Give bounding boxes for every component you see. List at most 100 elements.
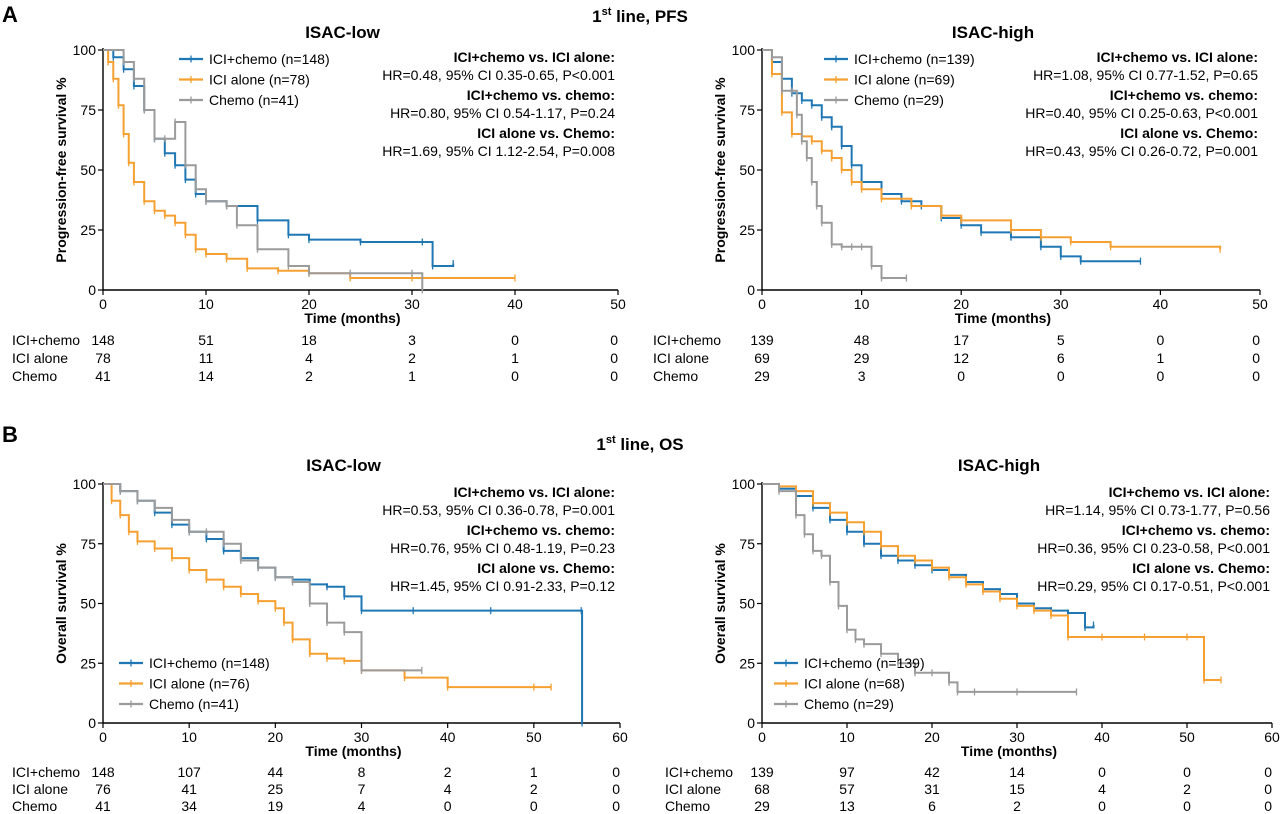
risk-count: 2	[530, 781, 538, 797]
risk-count: 14	[198, 368, 214, 384]
legend-label: ICI+chemo (n=148)	[149, 655, 270, 671]
hr-comparison-value: HR=0.40, 95% CI 0.25-0.63, P<0.001	[1025, 105, 1258, 121]
risk-count: 2	[444, 764, 452, 780]
x-tick-label: 20	[924, 729, 940, 745]
hr-comparison-label: ICI+chemo vs. ICI alone:	[1097, 49, 1258, 65]
risk-count: 0	[1183, 798, 1191, 814]
risk-count: 0	[612, 764, 620, 780]
x-axis-title: Time (months)	[304, 310, 400, 326]
legend-label: Chemo (n=41)	[209, 92, 299, 108]
risk-count: 25	[268, 781, 284, 797]
y-tick-label: 50	[739, 596, 755, 612]
y-tick-label: 0	[88, 715, 96, 731]
x-tick-label: 60	[1264, 729, 1280, 745]
y-tick-label: 50	[739, 162, 755, 178]
y-tick-label: 75	[80, 536, 96, 552]
x-tick-label: 50	[1179, 729, 1195, 745]
x-tick-label: 60	[612, 729, 628, 745]
hr-comparison-value: HR=0.36, 95% CI 0.23-0.58, P<0.001	[1037, 540, 1270, 556]
risk-count: 0	[610, 332, 618, 348]
hr-comparison-label: ICI alone vs. Chemo:	[477, 125, 615, 141]
risk-row-label: Chemo	[12, 798, 57, 814]
risk-row-label: ICI alone	[665, 781, 721, 797]
hr-comparison-label: ICI+chemo vs. chemo:	[1110, 87, 1258, 103]
hr-comparison-value: HR=0.76, 95% CI 0.48-1.19, P=0.23	[390, 540, 615, 556]
risk-count: 148	[91, 332, 115, 348]
x-tick-label: 0	[99, 729, 107, 745]
risk-count: 0	[1252, 350, 1260, 366]
y-tick-label: 0	[747, 715, 755, 731]
risk-count: 0	[957, 368, 965, 384]
risk-count: 11	[199, 350, 214, 366]
risk-count: 0	[1252, 332, 1260, 348]
y-tick-label: 0	[747, 282, 755, 298]
risk-count: 41	[95, 368, 111, 384]
risk-count: 0	[1098, 764, 1106, 780]
hr-comparison-label: ICI+chemo vs. ICI alone:	[454, 49, 615, 65]
y-axis-title: Progression-free survival %	[712, 77, 728, 263]
risk-count: 0	[530, 798, 538, 814]
panel-a-letter: A	[2, 2, 18, 27]
risk-count: 31	[924, 781, 940, 797]
legend-label: ICI+chemo (n=139)	[854, 51, 975, 67]
legend-label: Chemo (n=29)	[854, 92, 944, 108]
risk-count: 2	[408, 350, 416, 366]
chart-title: ISAC-high	[952, 23, 1034, 42]
risk-count: 4	[358, 798, 366, 814]
x-tick-label: 20	[301, 296, 317, 312]
risk-count: 148	[91, 764, 115, 780]
hr-comparison-label: ICI+chemo vs. ICI alone:	[1109, 484, 1270, 500]
km-curve-ici-chemo	[762, 49, 1141, 263]
y-tick-label: 100	[73, 42, 97, 58]
risk-count: 3	[858, 368, 866, 384]
x-tick-label: 10	[198, 296, 214, 312]
risk-count: 0	[1183, 764, 1191, 780]
y-axis-title: Overall survival %	[712, 543, 728, 664]
y-tick-label: 50	[80, 162, 96, 178]
risk-count: 29	[854, 350, 870, 366]
risk-count: 0	[1264, 781, 1272, 797]
hr-comparison-label: ICI alone vs. Chemo:	[1120, 125, 1258, 141]
x-tick-label: 10	[839, 729, 855, 745]
chart-title: ISAC-low	[306, 456, 381, 475]
risk-count: 1	[408, 368, 416, 384]
hr-comparison-label: ICI alone vs. Chemo:	[477, 560, 615, 576]
risk-count: 97	[839, 764, 855, 780]
risk-count: 48	[854, 332, 870, 348]
risk-count: 4	[305, 350, 313, 366]
risk-count: 139	[750, 764, 774, 780]
legend-label: Chemo (n=41)	[149, 696, 239, 712]
x-axis-title: Time (months)	[955, 310, 1051, 326]
legend-label: ICI+chemo (n=148)	[209, 51, 330, 67]
risk-count: 0	[1157, 332, 1165, 348]
risk-count: 4	[444, 781, 452, 797]
risk-count: 3	[408, 332, 416, 348]
hr-comparison-value: HR=0.29, 95% CI 0.17-0.51, P<0.001	[1037, 578, 1270, 594]
x-tick-label: 40	[1153, 296, 1169, 312]
risk-count: 76	[95, 781, 111, 797]
risk-count: 57	[839, 781, 855, 797]
risk-row-label: Chemo	[665, 798, 710, 814]
risk-count: 1	[511, 350, 519, 366]
x-tick-label: 20	[268, 729, 284, 745]
chart-title: ISAC-high	[958, 456, 1040, 475]
hr-comparison-value: HR=1.45, 95% CI 0.91-2.33, P=0.12	[390, 578, 615, 594]
risk-row-label: ICI+chemo	[665, 764, 733, 780]
x-axis-title: Time (months)	[961, 743, 1057, 759]
hr-comparison-value: HR=0.48, 95% CI 0.35-0.65, P<0.001	[382, 67, 615, 83]
y-tick-label: 75	[739, 536, 755, 552]
risk-count: 12	[953, 350, 969, 366]
risk-count: 41	[95, 798, 111, 814]
risk-count: 13	[839, 798, 855, 814]
risk-count: 18	[301, 332, 317, 348]
risk-count: 29	[754, 798, 770, 814]
legend-label: ICI+chemo (n=139)	[804, 655, 925, 671]
km-curve-chemo	[762, 49, 907, 279]
risk-count: 34	[181, 798, 197, 814]
risk-count: 8	[358, 764, 366, 780]
x-axis-title: Time (months)	[305, 743, 401, 759]
risk-count: 2	[1183, 781, 1191, 797]
